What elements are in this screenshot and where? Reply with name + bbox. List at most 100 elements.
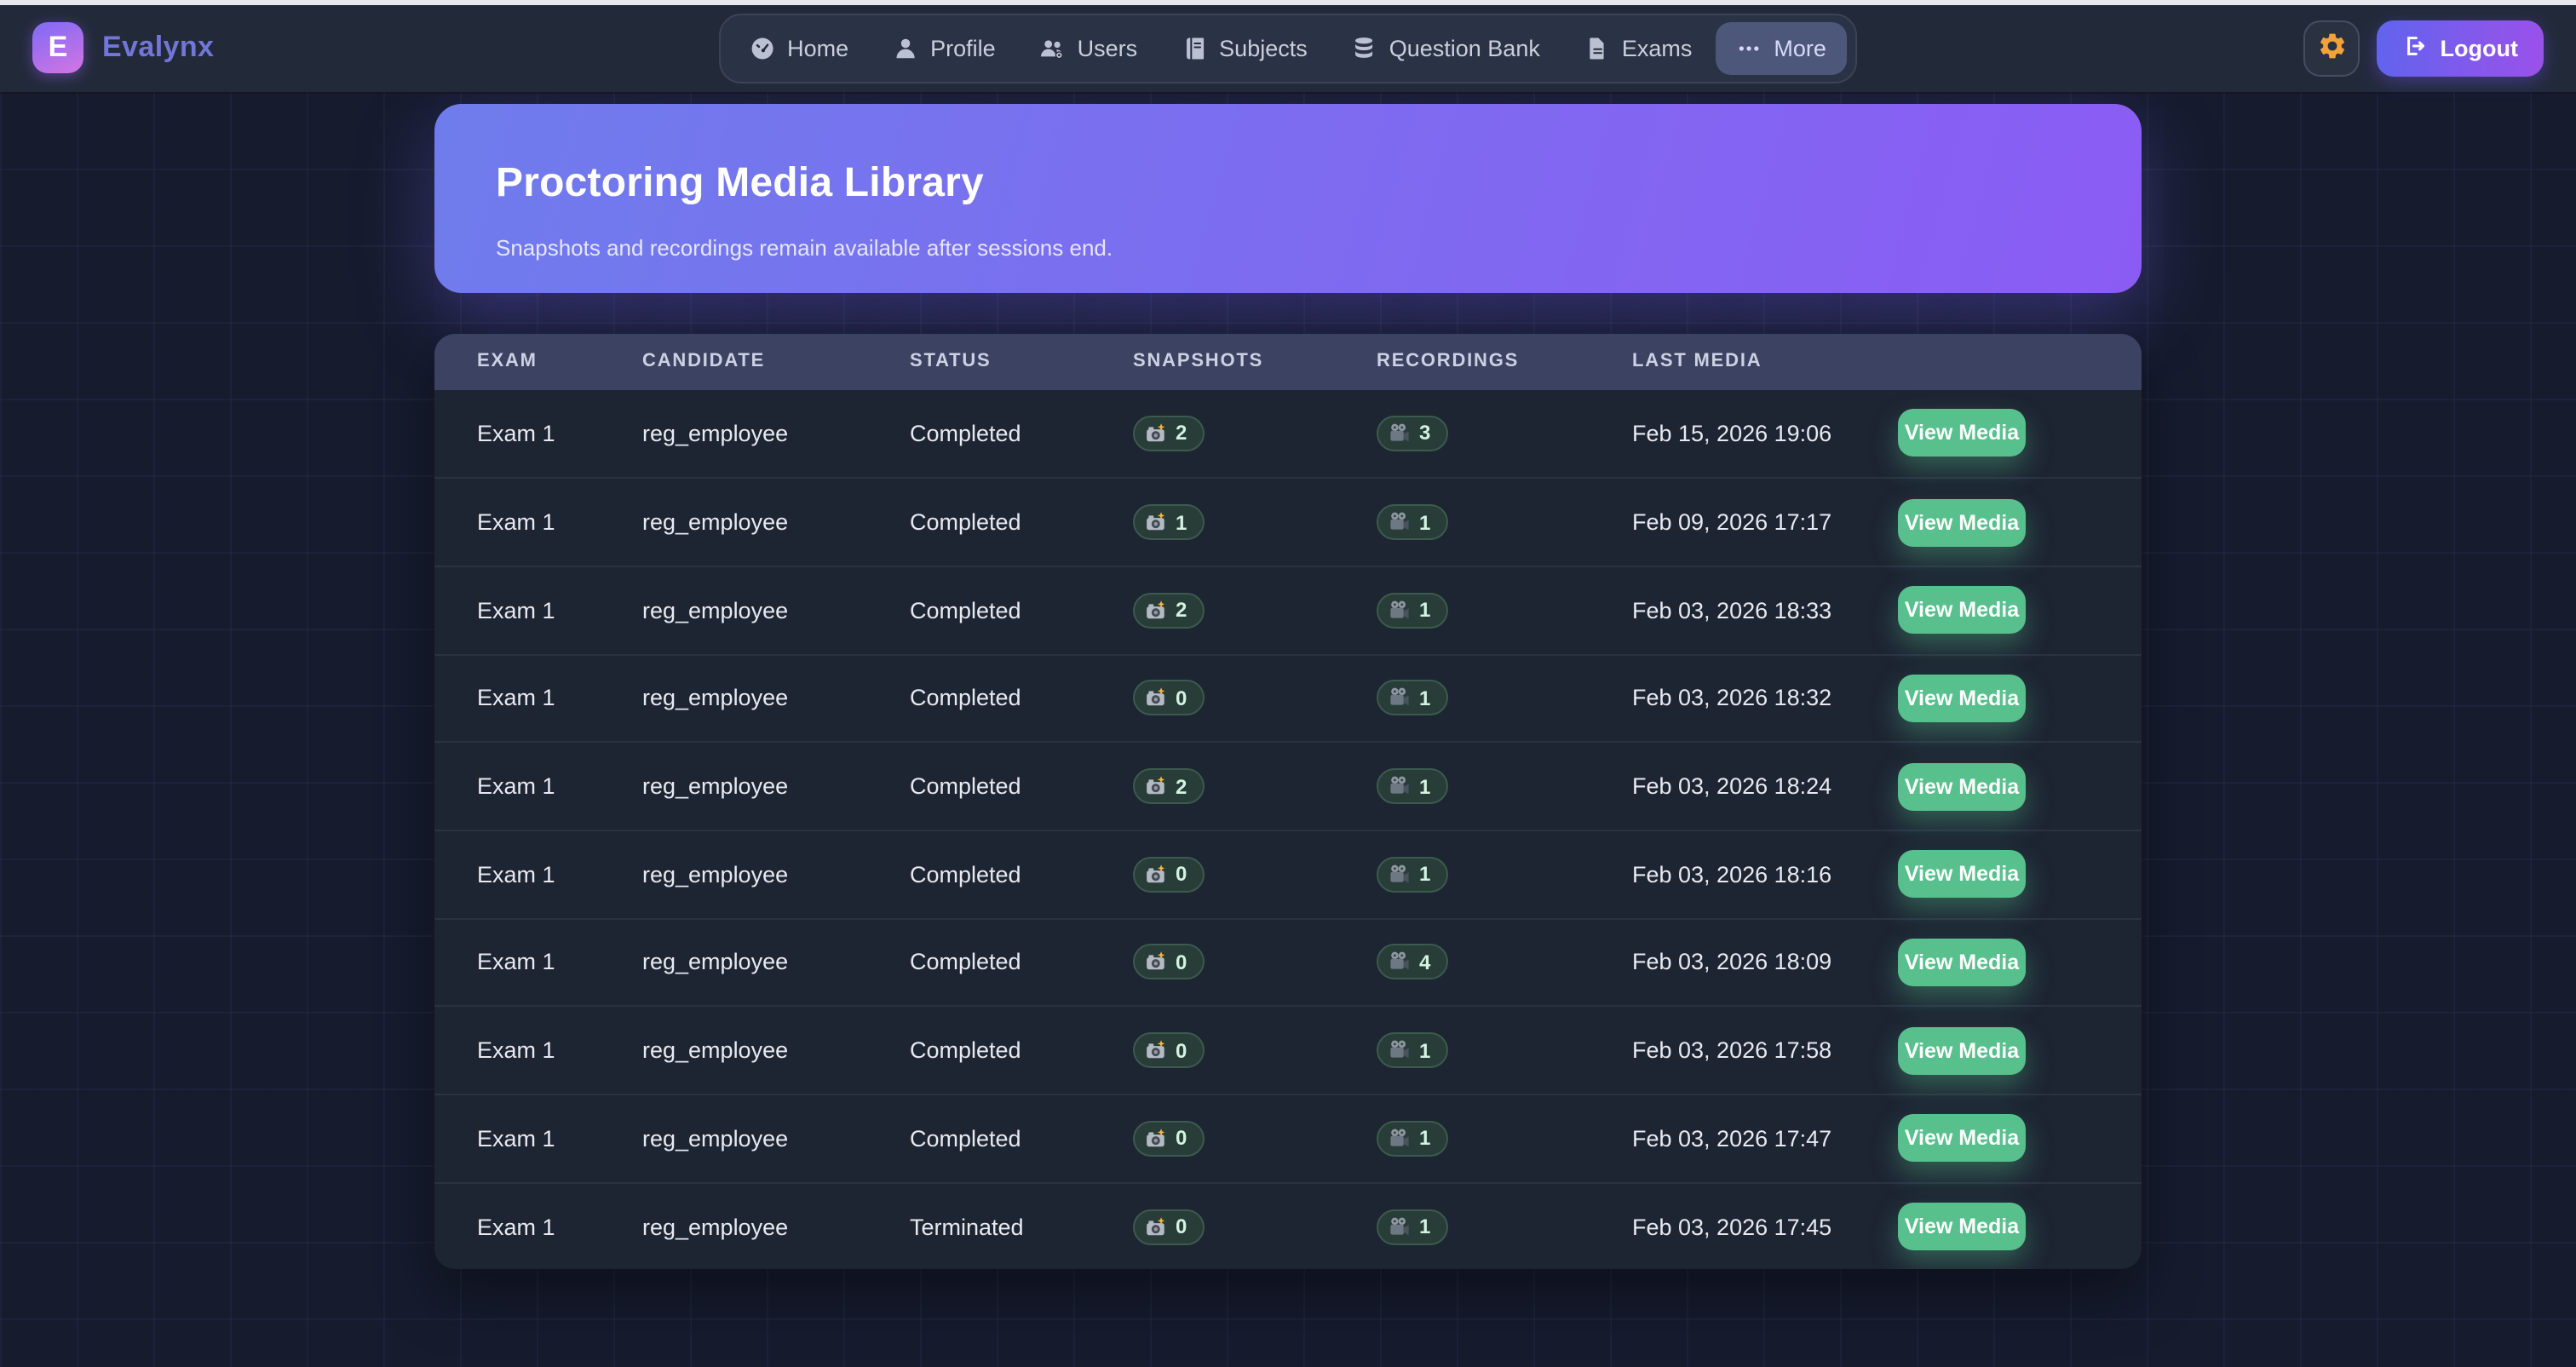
column-header: STATUS <box>910 351 992 372</box>
recordings-count: 3 <box>1419 421 1431 445</box>
view-media-button[interactable]: View Media <box>1898 409 2026 457</box>
view-media-button[interactable]: View Media <box>1898 674 2026 722</box>
snapshots-count: 2 <box>1176 598 1187 623</box>
cell-recordings: 1 <box>1377 1120 1632 1157</box>
cell-last-media: Feb 09, 2026 17:17 <box>1632 509 1832 536</box>
recordings-badge: 4 <box>1377 944 1448 980</box>
brand-logo-letter: E <box>48 31 68 64</box>
nav-item-subjects[interactable]: Subjects <box>1161 22 1328 75</box>
snapshots-count: 0 <box>1176 1126 1187 1151</box>
cell-candidate: reg_employee <box>642 420 789 446</box>
cell-exam: Exam 1 <box>477 509 555 536</box>
cell-status: Terminated <box>910 1214 1024 1240</box>
hero-banner: Proctoring Media Library Snapshots and r… <box>434 104 2142 293</box>
table-row: Exam 1 reg_employee Completed 0 4 Feb 03… <box>434 917 2142 1005</box>
nav-item-users[interactable]: Users <box>1020 22 1159 75</box>
snapshots-count: 2 <box>1176 774 1187 799</box>
cell-recordings: 1 <box>1377 504 1632 541</box>
cell-last-media: Feb 15, 2026 19:06 <box>1632 420 1832 446</box>
cell-last-media: Feb 03, 2026 18:16 <box>1632 861 1832 887</box>
cell-snapshots: 0 <box>1133 680 1377 716</box>
movie-camera-icon <box>1389 864 1411 886</box>
cell-exam: Exam 1 <box>477 1125 555 1152</box>
snapshots-badge: 2 <box>1133 415 1205 451</box>
recordings-count: 1 <box>1419 1038 1431 1063</box>
cell-recordings: 1 <box>1377 768 1632 805</box>
cell-snapshots: 0 <box>1133 1120 1377 1157</box>
movie-camera-icon <box>1389 1128 1411 1150</box>
movie-camera-icon <box>1389 511 1411 533</box>
book-icon <box>1182 36 1207 61</box>
cell-status: Completed <box>910 509 1021 536</box>
cell-candidate: reg_employee <box>642 1125 789 1152</box>
cell-exam: Exam 1 <box>477 420 555 446</box>
view-media-button[interactable]: View Media <box>1898 762 2026 811</box>
camera-flash-icon <box>1145 511 1167 533</box>
table-row: Exam 1 reg_employee Completed 0 1 Feb 03… <box>434 1094 2142 1181</box>
snapshots-badge: 0 <box>1133 1209 1205 1245</box>
view-media-button[interactable]: View Media <box>1898 586 2026 635</box>
movie-camera-icon <box>1389 599 1411 621</box>
table-row: Exam 1 reg_employee Completed 1 1 Feb 09… <box>434 477 2142 565</box>
brand-logo-icon: E <box>32 22 83 74</box>
movie-camera-icon <box>1389 775 1411 797</box>
cell-snapshots: 2 <box>1133 592 1377 629</box>
brand-name: Evalynx <box>102 31 215 64</box>
nav-item-profile[interactable]: Profile <box>872 22 1016 75</box>
view-media-button[interactable]: View Media <box>1898 938 2026 986</box>
snapshots-count: 0 <box>1176 686 1187 710</box>
media-table: EXAM CANDIDATE STATUS SNAPSHOTS RECORDINGS LA… <box>434 334 2142 1270</box>
cell-candidate: reg_employee <box>642 509 789 536</box>
logout-label: Logout <box>2440 35 2518 61</box>
cell-candidate: reg_employee <box>642 597 789 623</box>
cell-candidate: reg_employee <box>642 1214 789 1240</box>
cell-candidate: reg_employee <box>642 949 789 975</box>
cell-recordings: 1 <box>1377 680 1632 716</box>
camera-flash-icon <box>1145 1215 1167 1238</box>
person-icon <box>893 36 918 61</box>
snapshots-count: 0 <box>1176 1215 1187 1239</box>
nav-item-home[interactable]: Home <box>729 22 869 75</box>
recordings-badge: 1 <box>1377 856 1448 893</box>
snapshots-count: 2 <box>1176 421 1187 445</box>
cell-last-media: Feb 03, 2026 17:45 <box>1632 1214 1832 1240</box>
table-row: Exam 1 reg_employee Completed 0 1 Feb 03… <box>434 1005 2142 1094</box>
nav-item-more[interactable]: More <box>1716 22 1847 75</box>
table-row: Exam 1 reg_employee Completed 2 1 Feb 03… <box>434 741 2142 830</box>
cell-snapshots: 1 <box>1133 504 1377 541</box>
settings-button[interactable] <box>2303 20 2360 77</box>
gear-icon <box>2317 31 2348 66</box>
cell-exam: Exam 1 <box>477 861 555 887</box>
cell-status: Completed <box>910 1037 1021 1064</box>
main-nav: Home Profile Users Subjects Question Ban… <box>719 14 1857 83</box>
snapshots-count: 0 <box>1176 862 1187 887</box>
view-media-button[interactable]: View Media <box>1898 1203 2026 1251</box>
cell-recordings: 1 <box>1377 856 1632 893</box>
table-row: Exam 1 reg_employee Completed 0 1 Feb 03… <box>434 653 2142 741</box>
snapshots-badge: 0 <box>1133 856 1205 893</box>
view-media-button[interactable]: View Media <box>1898 1026 2026 1075</box>
camera-flash-icon <box>1145 1039 1167 1061</box>
recordings-badge: 1 <box>1377 1120 1448 1157</box>
page-title: Proctoring Media Library <box>496 160 984 206</box>
table-header-row: EXAM CANDIDATE STATUS SNAPSHOTS RECORDINGS LA… <box>434 334 2142 389</box>
database-icon <box>1352 36 1377 61</box>
snapshots-badge: 0 <box>1133 680 1205 716</box>
cell-status: Completed <box>910 685 1021 711</box>
recordings-count: 1 <box>1419 774 1431 799</box>
brand[interactable]: E Evalynx <box>32 22 215 74</box>
view-media-button[interactable]: View Media <box>1898 850 2026 899</box>
nav-item-question-bank[interactable]: Question Bank <box>1331 22 1561 75</box>
recordings-count: 1 <box>1419 862 1431 887</box>
view-media-button[interactable]: View Media <box>1898 498 2026 547</box>
nav-item-exams[interactable]: Exams <box>1564 22 1713 75</box>
cell-last-media: Feb 03, 2026 18:24 <box>1632 773 1832 800</box>
document-icon <box>1584 36 1610 61</box>
page-subtitle: Snapshots and recordings remain availabl… <box>496 235 1113 261</box>
cell-candidate: reg_employee <box>642 861 789 887</box>
snapshots-badge: 1 <box>1133 504 1205 541</box>
logout-button[interactable]: Logout <box>2377 20 2544 77</box>
recordings-badge: 1 <box>1377 768 1448 805</box>
view-media-button[interactable]: View Media <box>1898 1114 2026 1163</box>
